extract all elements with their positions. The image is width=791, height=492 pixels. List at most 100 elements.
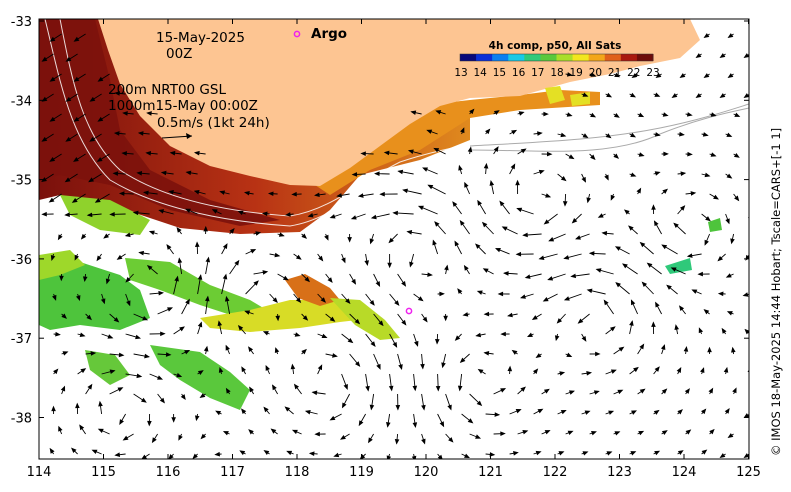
current-vector-head bbox=[336, 193, 343, 198]
current-vector-head bbox=[654, 450, 661, 456]
current-vector-head bbox=[522, 430, 529, 435]
current-vector-head bbox=[710, 152, 717, 157]
colorbar-swatch bbox=[524, 54, 541, 61]
current-vector-head bbox=[80, 233, 87, 240]
current-vector-head bbox=[50, 255, 56, 261]
current-vector-head bbox=[503, 271, 509, 276]
current-vector-head bbox=[369, 404, 375, 411]
map-time: 00Z bbox=[166, 46, 192, 62]
current-vector-head bbox=[203, 345, 209, 352]
current-vector-head bbox=[610, 369, 617, 374]
current-vector-head bbox=[595, 351, 601, 357]
current-vector-head bbox=[483, 311, 490, 317]
current-vector-head bbox=[563, 255, 570, 260]
current-vector-head bbox=[481, 221, 488, 228]
current-vector-head bbox=[606, 451, 613, 456]
current-vector-head bbox=[701, 449, 708, 455]
colorbar-tick-label: 13 bbox=[454, 67, 467, 79]
current-vector-head bbox=[132, 210, 139, 216]
current-vector-head bbox=[743, 93, 749, 99]
current-vector-head bbox=[532, 368, 539, 375]
current-vector-head bbox=[630, 172, 637, 177]
y-tick-label: -37 bbox=[11, 332, 32, 347]
current-vector-head bbox=[193, 190, 200, 195]
current-vector-head bbox=[392, 210, 398, 216]
current-vector-head bbox=[275, 315, 281, 322]
current-vector-head bbox=[304, 276, 310, 283]
current-vector-head bbox=[365, 385, 370, 392]
current-vector bbox=[753, 394, 758, 397]
current-vector-head bbox=[679, 73, 686, 79]
current-vector-head bbox=[194, 241, 200, 247]
current-vector-head bbox=[507, 312, 513, 318]
current-vector-head bbox=[526, 332, 533, 338]
current-vector-head bbox=[654, 132, 661, 137]
current-vector-head bbox=[544, 430, 551, 435]
current-vector-head bbox=[41, 56, 48, 62]
colorbar-tick-labels: 13 14 15 16 17 18 19 20 21 22 23 bbox=[454, 67, 659, 79]
current-vector-head bbox=[700, 367, 705, 374]
current-vector-head bbox=[614, 246, 621, 251]
current-vector-head bbox=[215, 410, 222, 416]
current-vector-head bbox=[357, 193, 364, 198]
current-vector-head bbox=[726, 132, 733, 137]
current-vector-head bbox=[278, 232, 285, 237]
sst-patch-yellow-1 bbox=[200, 300, 375, 332]
current-vector-head bbox=[477, 368, 484, 374]
current-vector-head bbox=[677, 409, 683, 415]
current-vector-head bbox=[483, 351, 490, 356]
current-vector-head bbox=[671, 93, 678, 99]
sst-patch-green-4 bbox=[85, 350, 130, 385]
current-vector-head bbox=[444, 264, 449, 271]
current-vector-head bbox=[73, 36, 80, 42]
current-vector-head bbox=[743, 413, 749, 419]
current-vector-head bbox=[558, 451, 565, 456]
colorbar-swatch bbox=[604, 54, 622, 61]
x-axis: 114 115 116 117 118 119 120 121 122 123 124 125 bbox=[27, 19, 761, 480]
current-vector-head bbox=[571, 218, 578, 224]
colorbar-tick-label: 18 bbox=[550, 67, 563, 79]
current-vector-head bbox=[548, 237, 555, 242]
current-vector-head bbox=[243, 190, 250, 196]
current-vector-head bbox=[141, 454, 147, 459]
current-vector-head bbox=[586, 371, 593, 376]
current-vector-head bbox=[148, 230, 155, 236]
current-vector-head bbox=[710, 112, 717, 117]
current-vector-head bbox=[97, 428, 104, 434]
x-tick-label: 122 bbox=[543, 465, 568, 480]
current-vector-head bbox=[753, 114, 757, 117]
current-vector bbox=[750, 174, 754, 178]
current-vector-head bbox=[703, 73, 710, 79]
current-vector-head bbox=[727, 433, 734, 439]
current-vector-head bbox=[267, 191, 274, 197]
current-vector bbox=[750, 214, 751, 221]
current-vector-head bbox=[225, 387, 231, 394]
current-vector-head bbox=[205, 256, 211, 263]
current-vector-head bbox=[684, 388, 690, 394]
current-vector-head bbox=[613, 112, 620, 118]
current-vector-head bbox=[241, 366, 246, 373]
current-vector-head bbox=[203, 225, 208, 232]
current-vector-head bbox=[702, 132, 709, 137]
current-vector-head bbox=[318, 255, 324, 262]
argo-float-marker[interactable] bbox=[405, 307, 413, 315]
current-vector-head bbox=[757, 195, 760, 199]
current-vector-head bbox=[670, 267, 677, 272]
current-vector-head bbox=[75, 295, 81, 302]
current-vector-head bbox=[454, 335, 461, 341]
current-vector-head bbox=[559, 371, 566, 376]
current-vector-head bbox=[660, 344, 666, 350]
current-vector-head bbox=[731, 346, 736, 353]
current-vector-head bbox=[176, 226, 182, 233]
current-vector-head bbox=[691, 289, 698, 294]
current-vector-head bbox=[457, 288, 463, 294]
x-tick-label: 124 bbox=[672, 465, 697, 480]
current-vector-head bbox=[556, 318, 563, 324]
current-vector-head bbox=[753, 394, 757, 397]
y-tick-label: -36 bbox=[11, 253, 32, 268]
current-vector-head bbox=[118, 191, 125, 196]
current-vector-head bbox=[178, 434, 183, 441]
current-vector-head bbox=[64, 177, 71, 183]
current-vector-head bbox=[678, 305, 685, 312]
current-vector-head bbox=[646, 262, 653, 268]
